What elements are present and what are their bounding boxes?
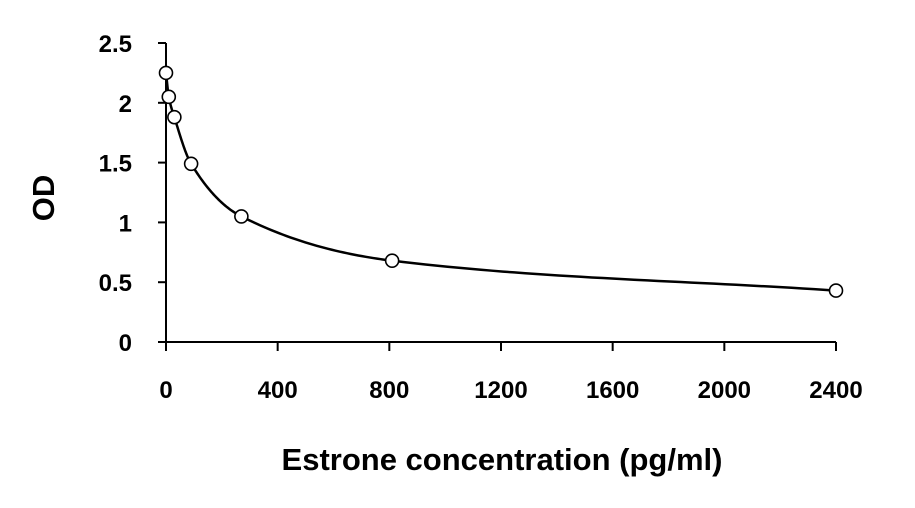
x-axis-title: Estrone concentration (pg/ml) (282, 442, 723, 477)
y-tick-label: 1.5 (99, 151, 132, 178)
y-tick-label: 2.5 (99, 31, 132, 58)
ticks: 0 0.5 1 1.5 2 2.5 0 400 800 1200 1600 2000 2400 (99, 31, 863, 404)
x-tick-label: 2400 (809, 377, 862, 404)
x-tick-label: 400 (258, 377, 298, 404)
data-point (183, 156, 199, 172)
x-tick-label: 1600 (586, 377, 639, 404)
fit-curve (164, 72, 837, 292)
x-tick-label: 0 (159, 377, 172, 404)
data-point (161, 89, 177, 105)
data-point (234, 209, 249, 224)
fit-curve-layer (164, 72, 837, 292)
y-tick-label: 1 (119, 210, 132, 237)
data-point (167, 109, 182, 125)
data-point (384, 253, 400, 268)
y-tick-label: 2 (119, 91, 132, 118)
y-tick-label: 0 (119, 330, 132, 357)
data-point (828, 283, 844, 298)
x-tick-label: 800 (369, 377, 409, 404)
x-tick-label: 2000 (698, 377, 751, 404)
data-points (158, 65, 844, 298)
data-point (158, 65, 174, 81)
axes (165, 43, 836, 343)
y-tick-label: 0.5 (99, 270, 132, 297)
y-axis-title: OD (26, 175, 61, 222)
x-tick-label: 1200 (474, 377, 527, 404)
